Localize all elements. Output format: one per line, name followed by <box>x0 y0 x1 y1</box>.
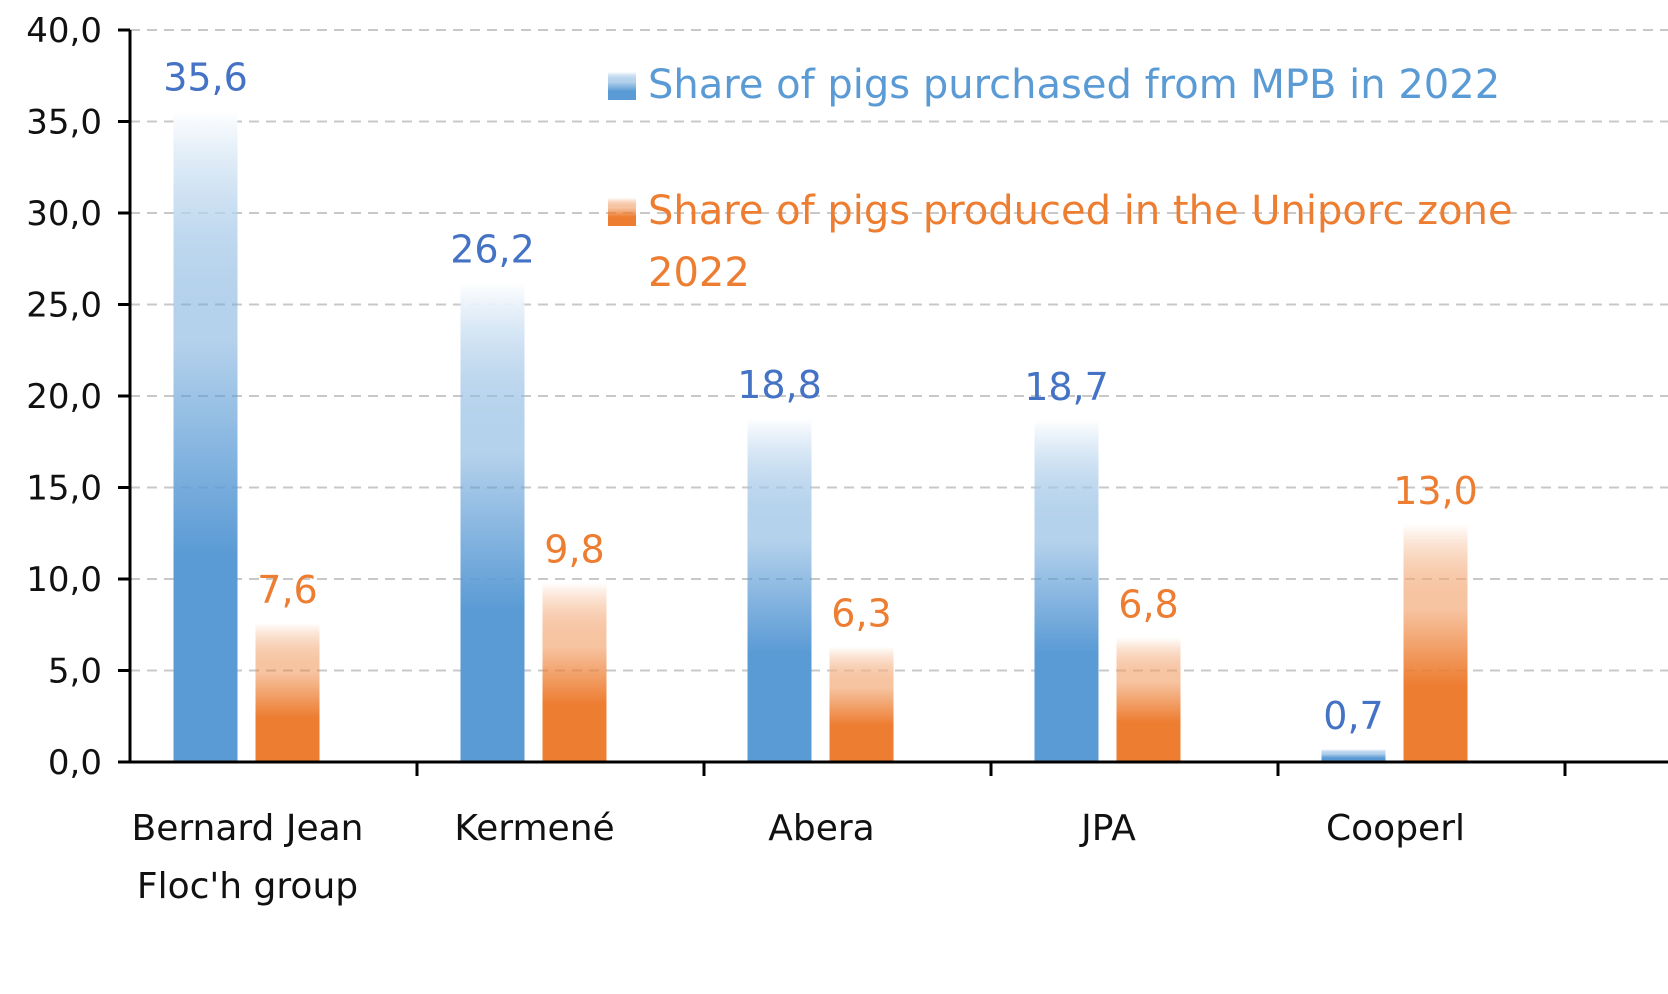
y-tick-label: 15,0 <box>26 469 102 509</box>
axes: 0,0 5,0 10,0 15,0 20,0 25,0 30,0 35,0 40,0 <box>26 11 1668 783</box>
y-tick-label: 0,0 <box>48 743 102 783</box>
data-label: 18,8 <box>737 363 822 407</box>
legend-swatch <box>608 198 636 226</box>
y-tick-label: 35,0 <box>26 103 102 143</box>
y-tick-label: 40,0 <box>26 11 102 51</box>
category-label: Cooperl <box>1326 808 1465 849</box>
y-tick-label: 30,0 <box>26 194 102 234</box>
bar-mpb-2 <box>747 417 812 762</box>
data-label: 7,6 <box>257 568 317 612</box>
y-tick-label: 20,0 <box>26 377 102 417</box>
bar-uniporc-0 <box>255 622 320 762</box>
data-label: 9,8 <box>544 528 604 572</box>
category-label: Abera <box>768 808 875 849</box>
data-label: 13,0 <box>1393 469 1478 513</box>
data-label: 6,3 <box>831 592 891 636</box>
legend: Share of pigs purchased from MPB in 2022… <box>608 62 1513 296</box>
data-label: 35,6 <box>163 56 248 100</box>
category-label: Kermené <box>454 808 614 849</box>
data-label: 6,8 <box>1118 583 1178 627</box>
category-label: Bernard Jean <box>132 808 364 849</box>
bar-mpb-3 <box>1034 419 1099 762</box>
legend-label: 2022 <box>648 250 750 296</box>
bar-mpb-1 <box>460 282 525 762</box>
bar-uniporc-3 <box>1116 637 1181 762</box>
legend-label: Share of pigs produced in the Uniporc zo… <box>648 188 1513 234</box>
category-label: Floc'h group <box>137 866 358 907</box>
y-tick-label: 5,0 <box>48 652 102 692</box>
bar-mpb-0 <box>173 110 238 762</box>
legend-label: Share of pigs purchased from MPB in 2022 <box>648 62 1500 108</box>
data-label: 0,7 <box>1323 694 1383 738</box>
y-tick-label: 10,0 <box>26 560 102 600</box>
legend-swatch <box>608 72 636 100</box>
labels: 35,6 7,6 Bernard Jean Floc'h group 26,2 9,8 Ke… <box>132 56 1478 907</box>
bar-mpb-4 <box>1321 749 1386 762</box>
data-label: 26,2 <box>450 228 535 272</box>
bar-uniporc-4 <box>1403 524 1468 762</box>
bar-uniporc-1 <box>542 582 607 762</box>
category-label: JPA <box>1079 808 1136 849</box>
data-label: 18,7 <box>1024 365 1109 409</box>
bars <box>173 110 1468 762</box>
gridlines <box>130 29 1668 672</box>
y-tick-label: 25,0 <box>26 286 102 326</box>
bar-uniporc-2 <box>829 646 894 762</box>
